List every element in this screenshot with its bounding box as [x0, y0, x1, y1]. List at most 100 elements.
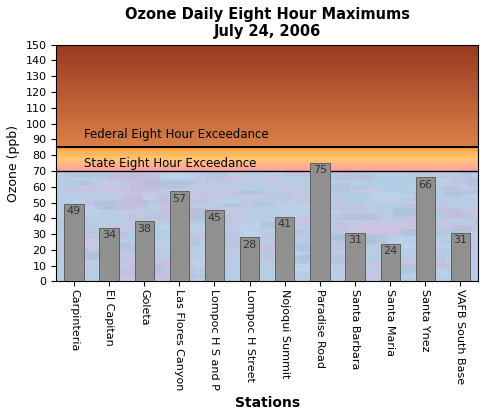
Bar: [56, 148, 477, 149]
Bar: [56, 143, 477, 145]
Bar: [331, 183, 348, 191]
Bar: [304, 242, 316, 246]
Bar: [360, 225, 378, 231]
Bar: [97, 262, 110, 264]
Bar: [56, 141, 477, 142]
Bar: [121, 207, 147, 215]
Bar: [111, 224, 150, 229]
Bar: [190, 180, 206, 183]
Bar: [345, 272, 372, 279]
Bar: [166, 171, 182, 178]
Bar: [56, 116, 477, 118]
Bar: [431, 176, 455, 183]
Bar: [403, 219, 448, 222]
Bar: [472, 217, 484, 220]
Bar: [303, 220, 324, 227]
Bar: [405, 200, 417, 203]
Bar: [129, 176, 159, 183]
Bar: [56, 83, 477, 84]
Bar: [134, 166, 163, 173]
Bar: [56, 162, 477, 163]
Bar: [130, 183, 157, 191]
Bar: [159, 173, 205, 181]
Bar: [56, 86, 477, 88]
Bar: [404, 216, 431, 219]
Text: 24: 24: [382, 246, 396, 256]
Bar: [360, 172, 407, 175]
Bar: [240, 237, 259, 281]
Bar: [318, 221, 360, 229]
Bar: [68, 251, 112, 255]
Bar: [117, 277, 137, 280]
Bar: [56, 68, 477, 69]
Bar: [171, 270, 194, 276]
Bar: [56, 50, 477, 51]
Y-axis label: Ozone (ppb): Ozone (ppb): [7, 125, 20, 201]
Bar: [73, 200, 84, 206]
Bar: [247, 247, 289, 254]
Bar: [331, 223, 346, 227]
Bar: [453, 264, 467, 268]
Bar: [195, 226, 225, 231]
Bar: [57, 231, 100, 233]
Bar: [121, 201, 147, 204]
Bar: [56, 152, 477, 153]
Bar: [341, 272, 390, 278]
Bar: [450, 225, 476, 230]
Bar: [56, 168, 477, 169]
Bar: [341, 195, 376, 201]
Bar: [452, 178, 484, 183]
Bar: [432, 191, 451, 196]
Bar: [289, 241, 315, 246]
Bar: [235, 238, 263, 241]
Text: 66: 66: [418, 180, 431, 190]
Bar: [56, 65, 477, 67]
Bar: [217, 194, 268, 201]
Bar: [439, 211, 464, 216]
Bar: [298, 166, 338, 171]
Bar: [69, 229, 89, 233]
Bar: [97, 178, 116, 182]
Bar: [424, 249, 458, 254]
Bar: [121, 254, 156, 262]
Bar: [56, 78, 477, 80]
Bar: [56, 53, 477, 54]
Bar: [75, 251, 98, 256]
Bar: [263, 176, 280, 183]
Bar: [324, 214, 375, 218]
Bar: [348, 254, 380, 262]
Bar: [378, 207, 412, 211]
Bar: [74, 181, 92, 184]
Bar: [56, 84, 477, 85]
Bar: [56, 157, 477, 158]
Bar: [419, 261, 433, 267]
Bar: [293, 191, 315, 198]
Bar: [193, 237, 224, 241]
Bar: [75, 257, 117, 264]
Bar: [190, 270, 215, 273]
Bar: [395, 258, 447, 263]
Bar: [56, 80, 477, 81]
Bar: [222, 195, 264, 200]
Bar: [403, 244, 453, 247]
Bar: [254, 195, 280, 201]
Bar: [130, 262, 177, 266]
Bar: [56, 120, 477, 121]
Bar: [447, 208, 459, 216]
Bar: [467, 181, 484, 185]
Bar: [323, 175, 373, 179]
Bar: [269, 192, 305, 199]
Bar: [122, 260, 172, 265]
Bar: [248, 251, 271, 255]
Bar: [245, 231, 259, 238]
Bar: [374, 183, 406, 191]
Bar: [280, 210, 316, 214]
Bar: [56, 46, 477, 47]
Bar: [92, 231, 104, 236]
Bar: [102, 200, 143, 207]
Bar: [74, 249, 87, 254]
Bar: [56, 81, 477, 82]
Bar: [56, 149, 477, 150]
Bar: [81, 234, 106, 241]
Bar: [329, 241, 358, 244]
